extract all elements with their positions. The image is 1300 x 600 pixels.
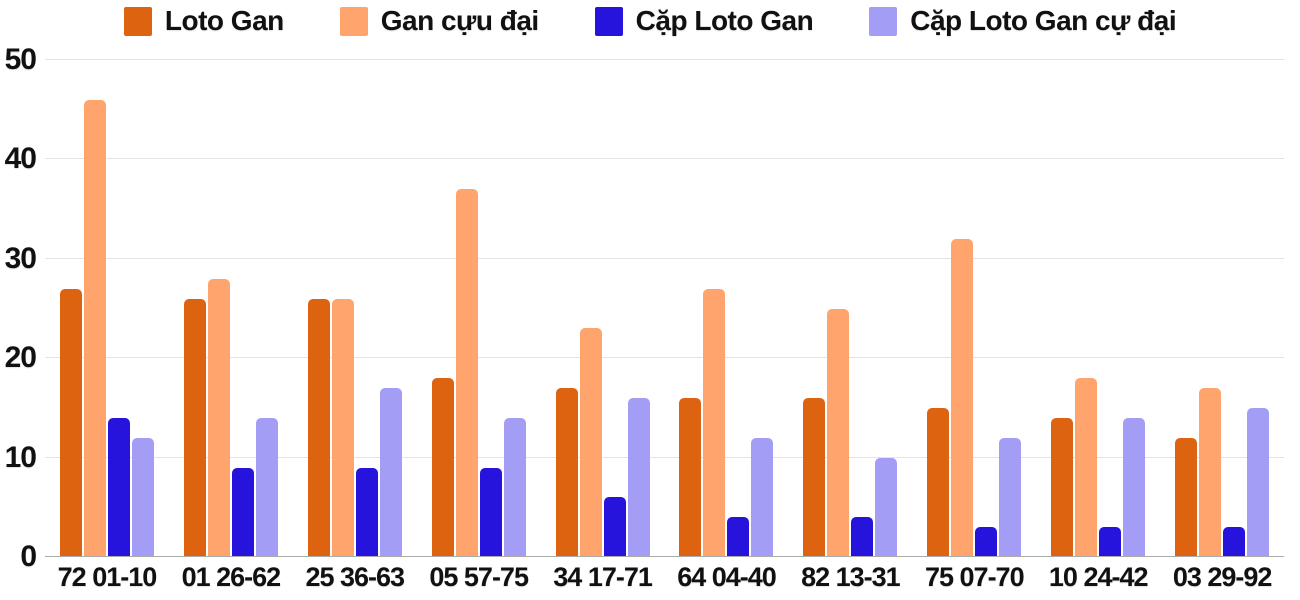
gridline-50 [45,59,1284,60]
bar-group-0 [45,60,169,557]
bar [827,308,850,557]
x-tick-label-0: 72 01-10 [57,562,158,592]
bar [927,407,950,557]
bar [479,467,502,557]
bar [455,189,478,557]
bar [355,467,378,557]
y-tick-label-0: 0 [20,540,37,573]
bar [1099,527,1122,557]
legend-label: Gan cựu đại [380,5,539,36]
bar [307,298,330,557]
bar [1175,437,1198,557]
x-tick-label-9: 03 29-92 [1172,562,1273,592]
bar-group-7 [912,60,1036,557]
bar-group-1 [169,60,293,557]
bar [83,99,106,557]
x-tick-label-2: 25 36-63 [305,562,405,592]
x-tick-label-6: 82 13-31 [801,562,901,592]
legend-item-2: Cặp Loto Gan [594,5,814,37]
bar [255,417,278,557]
plot-area: 72 01-10 01 26-62 25 36-63 05 57-75 34 17-71… [5,43,1284,592]
bar [727,517,750,557]
legend-label: Loto Gan [164,5,284,36]
legend-swatch-icon [339,6,368,36]
bar-groups [45,60,1284,557]
bar [555,388,578,557]
y-tick-label-50: 50 [4,43,37,76]
legend-item-3: Cặp Loto Gan cự đại [869,5,1177,37]
bar-group-3 [417,60,541,557]
y-tick-label-20: 20 [4,341,37,375]
chart-legend: Loto Gan Gan cựu đại Cặp Loto Gan Cặp Loto … [0,5,1300,37]
x-axis-labels: 72 01-10 01 26-62 25 36-63 05 57-75 34 17-71… [45,562,1284,593]
bar-group-4 [541,60,665,557]
x-tick-label-3: 05 57-75 [429,562,529,592]
bar [751,437,774,557]
legend-label: Cặp Loto Gan [635,5,814,36]
bar [1199,388,1222,557]
bar [1247,407,1270,557]
bar [851,517,874,557]
bar [1051,417,1074,557]
gridline-20 [45,357,1284,359]
bar [1075,378,1098,557]
legend-item-0: Loto Gan [123,5,284,37]
bar [379,388,402,557]
bar [679,397,702,557]
bar [951,238,974,557]
bar [503,417,526,557]
legend-swatch-icon [123,6,152,36]
bar [207,278,230,557]
bar [431,378,454,557]
legend-swatch-icon [869,6,898,36]
x-tick-label-8: 10 24-42 [1048,562,1149,592]
bar [1223,527,1246,557]
bar-group-2 [293,60,417,557]
y-tick-label-30: 30 [4,241,37,275]
bar [59,288,82,557]
x-tick-label-5: 64 04-40 [677,562,777,592]
x-tick-label-4: 34 17-71 [553,562,653,592]
bar [331,298,354,557]
bar-group-9 [1160,60,1284,557]
legend-item-1: Gan cựu đại [339,5,539,37]
bar-group-6 [788,60,912,557]
gridline-40 [45,158,1284,160]
gridline-10 [45,456,1284,458]
x-tick-label-1: 01 26-62 [181,562,282,592]
bar [627,397,650,557]
bar [183,298,206,557]
bar [703,288,726,557]
gridline-0 [45,556,1284,557]
legend-swatch-icon [594,6,623,36]
bar [231,467,254,557]
bar [1123,417,1146,557]
bar [975,527,998,557]
bar [107,417,130,557]
bar-group-8 [1036,60,1160,557]
bar-group-5 [665,60,789,557]
bar [999,437,1022,557]
bar [579,328,602,557]
bar [875,457,898,557]
bar [131,437,154,557]
legend-label: Cặp Loto Gan cự đại [910,5,1177,36]
y-tick-label-10: 10 [4,440,37,474]
gridline-30 [45,257,1284,259]
bar [803,397,826,557]
x-tick-label-7: 75 07-70 [925,562,1025,592]
bar [603,497,626,557]
y-tick-label-40: 40 [4,142,37,176]
